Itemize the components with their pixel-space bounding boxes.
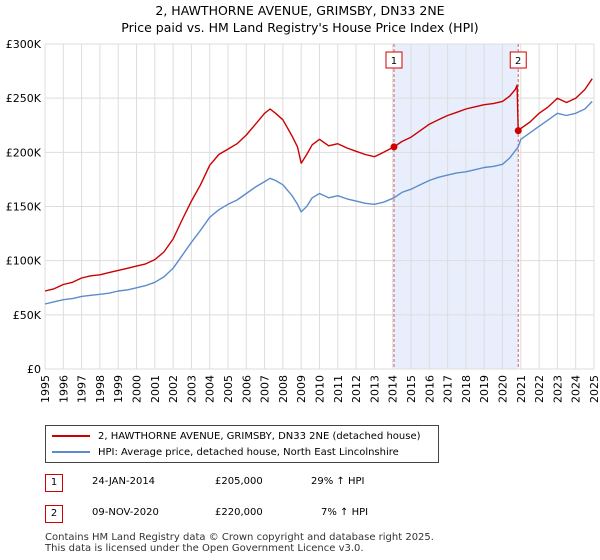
x-tick-label: 2002 (167, 375, 180, 403)
x-tick-label: 2025 (588, 375, 600, 403)
x-tick-label: 2009 (295, 375, 308, 403)
legend-swatch-hpi (52, 451, 90, 453)
sale-point (514, 127, 522, 135)
y-tick-label: £50K (13, 309, 42, 322)
legend-label-property: 2, HAWTHORNE AVENUE, GRIMSBY, DN33 2NE (… (98, 430, 421, 442)
x-tick-label: 2005 (222, 375, 235, 403)
hpi-line (44, 100, 593, 305)
property-price-line (44, 78, 593, 292)
transaction-hpi: 29% ↑ HPI (311, 476, 365, 487)
transaction-date: 09-NOV-2020 (92, 507, 159, 518)
x-tick-label: 2010 (314, 375, 327, 403)
x-tick-label: 2021 (515, 375, 528, 403)
legend-item-hpi: HPI: Average price, detached house, Nort… (52, 445, 399, 459)
x-tick-label: 2000 (131, 375, 144, 403)
transaction-price: £220,000 (215, 507, 263, 518)
chart-subtitle: Price paid vs. HM Land Registry's House … (121, 20, 479, 35)
x-tick-label: 2018 (460, 375, 473, 403)
x-tick-label: 1998 (94, 375, 107, 403)
y-tick-label: £200K (6, 146, 42, 159)
x-tick-label: 2011 (332, 375, 345, 403)
x-tick-label: 2012 (350, 375, 363, 403)
sale-label-number: 2 (515, 56, 521, 67)
y-tick-label: £150K (6, 201, 42, 214)
sale-label-box (385, 51, 403, 69)
legend: 2, HAWTHORNE AVENUE, GRIMSBY, DN33 2NE (… (45, 425, 439, 463)
footer-copyright: Contains HM Land Registry data © Crown c… (45, 532, 434, 543)
x-tick-label: 2015 (405, 375, 418, 403)
x-tick-label: 2020 (497, 375, 510, 403)
x-tick-label: 2004 (204, 375, 217, 403)
price-chart: £0 £50K £100K £150K £200K £250K £300K 1995 1996 1… (6, 38, 600, 403)
transaction-date: 24-JAN-2014 (92, 476, 156, 487)
x-tick-label: 1995 (39, 375, 52, 403)
footer-licence: This data is licensed under the Open Gov… (45, 543, 364, 554)
legend-label-hpi: HPI: Average price, detached house, Nort… (98, 446, 399, 458)
transaction-price: £205,000 (215, 476, 263, 487)
x-tick-label: 2019 (478, 375, 491, 403)
sale-point (390, 143, 398, 151)
x-tick-label: 2013 (368, 375, 381, 403)
y-tick-label: £0 (27, 363, 41, 376)
x-tick-label: 2017 (442, 375, 455, 403)
y-tick-label: £100K (6, 255, 42, 268)
transaction-number: 2 (45, 505, 63, 523)
x-tick-label: 1996 (57, 375, 70, 403)
x-tick-label: 2001 (149, 375, 162, 403)
chart-title: 2, HAWTHORNE AVENUE, GRIMSBY, DN33 2NE (155, 3, 445, 18)
x-tick-label: 2016 (423, 375, 436, 403)
x-tick-label: 2022 (533, 375, 546, 403)
x-tick-label: 2003 (185, 375, 198, 403)
transaction-hpi: 7% ↑ HPI (321, 507, 369, 518)
legend-swatch-property (52, 435, 90, 437)
y-tick-label: £300K (6, 38, 42, 51)
x-tick-label: 2006 (240, 375, 253, 403)
x-tick-label: 1999 (112, 375, 125, 403)
x-tick-label: 2008 (277, 375, 290, 403)
x-tick-label: 2014 (387, 375, 400, 403)
sale-label-number: 1 (391, 56, 397, 67)
y-tick-label: £250K (6, 92, 42, 105)
transaction-number: 1 (45, 474, 63, 492)
legend-item-property: 2, HAWTHORNE AVENUE, GRIMSBY, DN33 2NE (… (52, 429, 421, 443)
x-tick-label: 2023 (551, 375, 564, 403)
x-tick-label: 2024 (570, 375, 583, 403)
x-tick-label: 2007 (259, 375, 272, 403)
x-tick-label: 1997 (76, 375, 89, 403)
sale-label-box (509, 51, 527, 69)
